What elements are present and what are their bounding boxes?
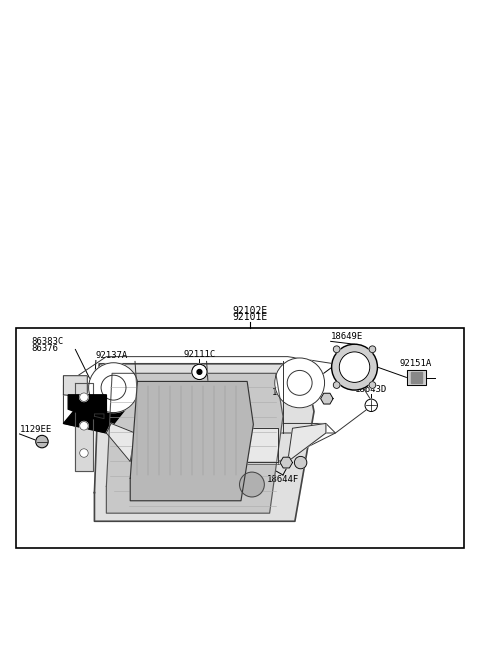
Text: 18644F: 18644F (272, 388, 304, 397)
Polygon shape (95, 414, 104, 419)
Text: 92102E: 92102E (232, 306, 267, 316)
Polygon shape (86, 383, 141, 400)
Circle shape (275, 358, 324, 408)
Polygon shape (63, 376, 87, 397)
Text: 18643D: 18643D (355, 385, 387, 394)
Circle shape (80, 393, 88, 401)
Text: 1129EE: 1129EE (20, 425, 52, 434)
FancyBboxPatch shape (16, 328, 464, 548)
Circle shape (240, 472, 264, 497)
Text: 92101E: 92101E (232, 312, 267, 322)
Polygon shape (107, 423, 135, 462)
Polygon shape (68, 395, 107, 423)
Polygon shape (280, 457, 292, 468)
Circle shape (369, 346, 376, 352)
Polygon shape (411, 372, 422, 383)
Polygon shape (407, 370, 426, 385)
Circle shape (365, 399, 377, 411)
Polygon shape (95, 364, 314, 522)
Polygon shape (63, 357, 373, 433)
Polygon shape (107, 423, 336, 462)
Polygon shape (272, 378, 327, 395)
Polygon shape (130, 381, 253, 501)
Text: 18649E: 18649E (331, 333, 363, 341)
Text: 92111C: 92111C (183, 350, 216, 359)
Circle shape (332, 344, 377, 390)
Circle shape (339, 352, 370, 382)
Text: 92137A: 92137A (96, 352, 128, 360)
Circle shape (36, 436, 48, 448)
Circle shape (89, 363, 138, 413)
Polygon shape (216, 428, 278, 462)
Text: 86383C: 86383C (31, 337, 63, 346)
Polygon shape (144, 428, 206, 462)
Polygon shape (63, 395, 125, 433)
Circle shape (197, 369, 202, 375)
Circle shape (333, 346, 340, 352)
Polygon shape (288, 423, 326, 462)
Text: 92151A: 92151A (399, 359, 432, 368)
Polygon shape (321, 393, 333, 404)
Circle shape (369, 382, 376, 388)
Text: 18644F: 18644F (267, 475, 299, 484)
Circle shape (80, 449, 88, 457)
Text: 86376: 86376 (31, 344, 58, 354)
Polygon shape (75, 383, 93, 471)
Circle shape (80, 422, 88, 430)
Circle shape (333, 382, 340, 388)
Circle shape (294, 457, 307, 469)
Circle shape (192, 364, 207, 380)
Polygon shape (107, 373, 283, 513)
